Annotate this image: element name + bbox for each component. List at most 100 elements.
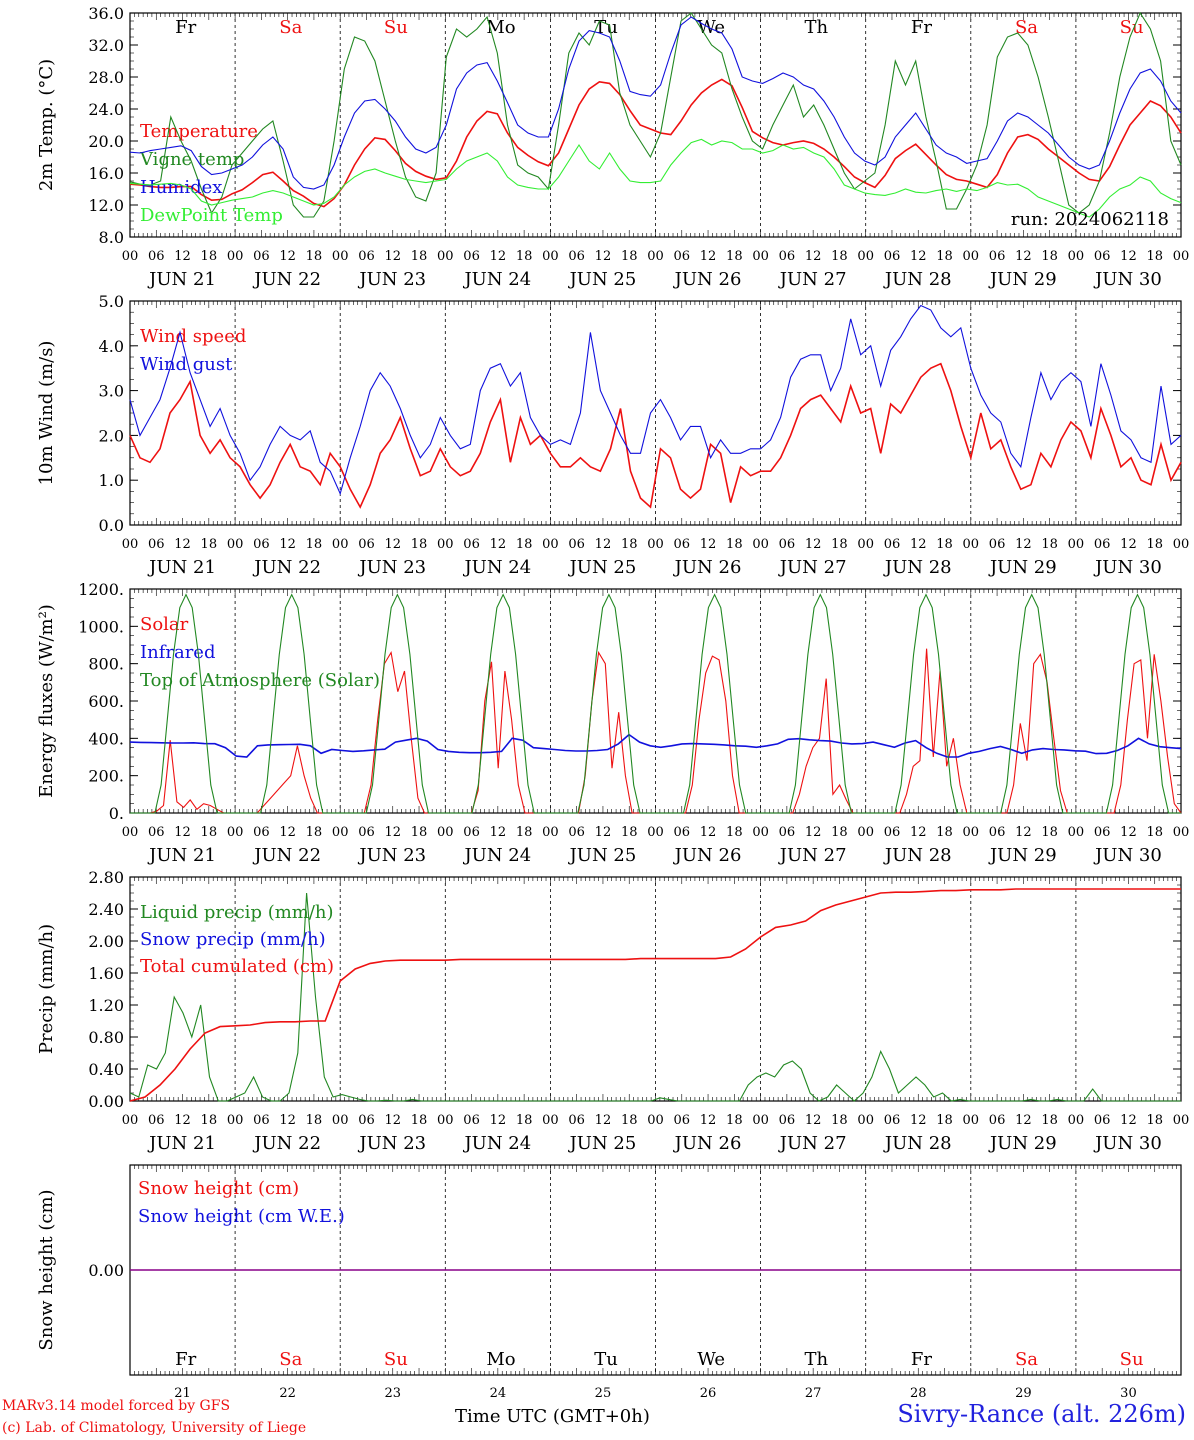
- x-hour-label: 06: [884, 537, 901, 552]
- x-hour-label: 00: [122, 1113, 139, 1128]
- x-hour-label: 00: [647, 537, 664, 552]
- x-axis-title: Time UTC (GMT+0h): [455, 1406, 650, 1427]
- x-hour-label: 06: [1094, 537, 1111, 552]
- x-hour-label: 12: [595, 537, 612, 552]
- y-tick-label: 0.40: [88, 1060, 124, 1079]
- day-number-label: 30: [1120, 1386, 1137, 1401]
- x-date-label: JUN 29: [988, 557, 1057, 578]
- x-date-label: JUN 30: [1093, 269, 1162, 290]
- x-hour-label: 06: [1094, 249, 1111, 264]
- y-tick-label: 24.0: [88, 100, 124, 119]
- x-hour-label: 12: [910, 249, 927, 264]
- x-hour-label: 06: [674, 249, 691, 264]
- series-line-wind-gust: [129, 304, 1182, 496]
- x-hour-label: 00: [857, 1113, 874, 1128]
- day-number-label: 28: [910, 1386, 927, 1401]
- x-hour-label: 00: [332, 825, 349, 840]
- x-date-label: JUN 23: [357, 557, 426, 578]
- weekday-label: Su: [1120, 17, 1144, 38]
- legend-entry: Vigne temp: [139, 149, 244, 170]
- x-date-label: JUN 24: [462, 845, 531, 866]
- x-hour-label: 06: [779, 537, 796, 552]
- x-hour-label: 06: [674, 825, 691, 840]
- x-hour-label: 12: [1015, 249, 1032, 264]
- x-date-label: JUN 21: [147, 845, 216, 866]
- x-hour-label: 12: [279, 825, 296, 840]
- y-tick-label: 2.0: [99, 426, 124, 445]
- x-hour-label: 12: [1120, 1113, 1137, 1128]
- x-hour-label: 06: [358, 249, 375, 264]
- y-tick-label: 800.: [88, 655, 124, 674]
- y-tick-label: 1.60: [88, 964, 124, 983]
- x-hour-label: 06: [989, 537, 1006, 552]
- plot-frame-0: [129, 12, 1182, 238]
- x-hour-label: 06: [884, 1113, 901, 1128]
- y-tick-label: 8.0: [99, 228, 124, 247]
- weekday-label: Sa: [279, 17, 302, 38]
- x-hour-label: 00: [122, 249, 139, 264]
- weekday-label: Th: [804, 1349, 828, 1370]
- x-date-label: JUN 29: [988, 269, 1057, 290]
- credit-lab: (c) Lab. of Climatology, University of L…: [2, 1420, 307, 1436]
- series-line-infrared: [129, 733, 1182, 758]
- x-hour-label: 18: [516, 537, 533, 552]
- day-number-label: 22: [279, 1386, 296, 1401]
- x-hour-label: 18: [411, 1113, 428, 1128]
- x-hour-label: 12: [279, 537, 296, 552]
- x-hour-label: 12: [384, 249, 401, 264]
- y-tick-label: 3.0: [99, 382, 124, 401]
- x-date-label: JUN 27: [778, 1133, 847, 1154]
- x-hour-label: 00: [963, 825, 980, 840]
- x-hour-label: 00: [1173, 1113, 1190, 1128]
- x-hour-label: 06: [253, 1113, 270, 1128]
- weekday-label: Mo: [486, 17, 515, 38]
- x-date-label: JUN 28: [883, 845, 952, 866]
- x-hour-label: 00: [122, 825, 139, 840]
- series-line-dewpoint-temp: [129, 138, 1182, 218]
- y-tick-label: 12.0: [88, 196, 124, 215]
- x-date-label: JUN 22: [252, 269, 321, 290]
- x-hour-label: 12: [490, 249, 507, 264]
- y-tick-label: 1000.: [78, 617, 124, 636]
- legend-entry: Snow precip (mm/h): [140, 929, 326, 950]
- y-tick-label: 400.: [88, 729, 124, 748]
- x-hour-label: 18: [516, 1113, 533, 1128]
- weekday-label: Tu: [594, 17, 618, 38]
- x-hour-label: 00: [963, 537, 980, 552]
- x-hour-label: 00: [647, 249, 664, 264]
- x-date-label: JUN 30: [1093, 845, 1162, 866]
- x-date-label: JUN 30: [1093, 1133, 1162, 1154]
- x-hour-label: 06: [1094, 825, 1111, 840]
- legend-entry: Wind speed: [140, 326, 246, 347]
- x-hour-label: 12: [805, 1113, 822, 1128]
- x-hour-label: 06: [674, 537, 691, 552]
- x-date-label: JUN 22: [252, 1133, 321, 1154]
- x-hour-label: 00: [647, 1113, 664, 1128]
- station-title: Sivry-Rance (alt. 226m): [897, 1400, 1186, 1428]
- y-tick-label: 1200.: [78, 580, 124, 599]
- y-tick-label: 2.40: [88, 900, 124, 919]
- x-hour-label: 12: [910, 1113, 927, 1128]
- x-date-label: JUN 29: [988, 1133, 1057, 1154]
- x-date-label: JUN 28: [883, 1133, 952, 1154]
- x-hour-label: 12: [174, 249, 191, 264]
- x-hour-label: 06: [253, 825, 270, 840]
- series-line-total-cumulated-cm-: [129, 888, 1181, 1102]
- x-date-label: JUN 22: [252, 845, 321, 866]
- day-number-label: 23: [384, 1386, 401, 1401]
- x-hour-label: 00: [542, 825, 559, 840]
- x-hour-label: 18: [201, 249, 218, 264]
- x-hour-label: 12: [700, 1113, 717, 1128]
- x-hour-label: 12: [700, 537, 717, 552]
- x-hour-label: 06: [568, 825, 585, 840]
- day-number-label: 27: [805, 1386, 822, 1401]
- y-axis-label: Energy fluxes (W/m²): [36, 604, 57, 798]
- x-hour-label: 00: [752, 1113, 769, 1128]
- x-hour-label: 06: [358, 1113, 375, 1128]
- x-hour-label: 12: [1120, 537, 1137, 552]
- x-hour-label: 00: [332, 249, 349, 264]
- x-hour-label: 00: [437, 249, 454, 264]
- day-number-label: 21: [174, 1386, 191, 1401]
- x-hour-label: 12: [595, 249, 612, 264]
- x-hour-label: 12: [805, 537, 822, 552]
